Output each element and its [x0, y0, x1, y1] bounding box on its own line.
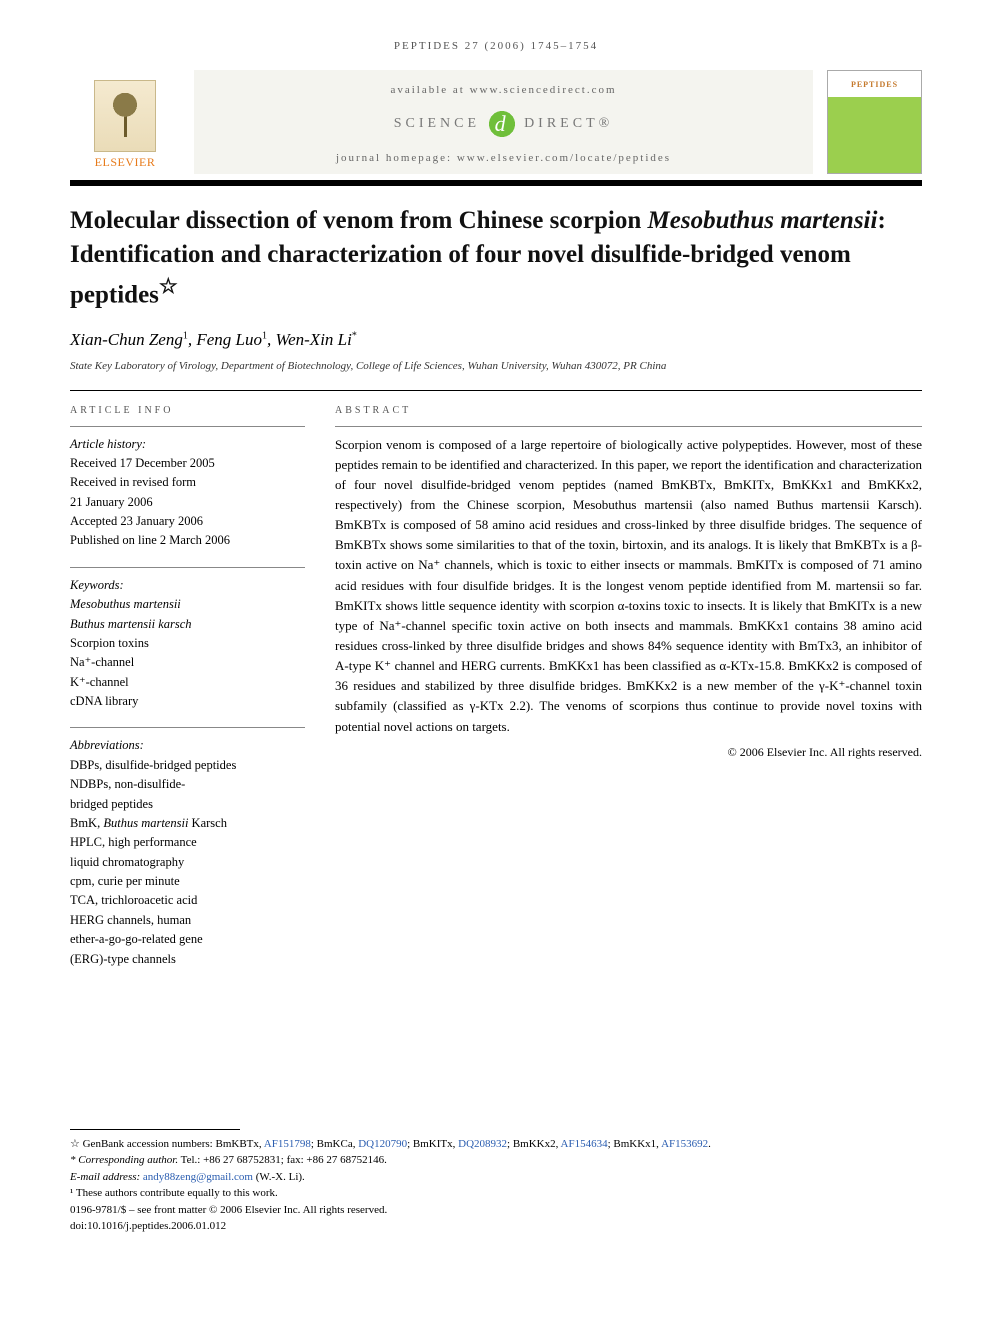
- keyword-1: Mesobuthus martensii: [70, 595, 305, 614]
- abbr-4-pre: BmK,: [70, 816, 103, 830]
- published-date: Published on line 2 March 2006: [70, 531, 305, 550]
- journal-cover-thumbnail: PEPTIDES: [827, 70, 922, 174]
- article-title: Molecular dissection of venom from Chine…: [70, 204, 922, 312]
- author-2-sup: 1: [262, 330, 267, 341]
- masthead-center: available at www.sciencedirect.com SCIEN…: [194, 70, 813, 174]
- abbr-10: ether-a-go-go-related gene: [70, 930, 305, 949]
- abstract-body: Scorpion venom is composed of a large re…: [335, 435, 922, 737]
- author-3: Wen-Xin Li: [276, 330, 352, 349]
- corr-tel: Tel.: +86 27 68752831; fax: +86 27 68752…: [178, 1154, 387, 1166]
- corresponding-author-footnote: * Corresponding author. Tel.: +86 27 687…: [70, 1152, 922, 1169]
- title-species: Mesobuthus martensii: [648, 207, 878, 234]
- abbr-9: HERG channels, human: [70, 911, 305, 930]
- title-footnote-marker: ☆: [159, 274, 178, 298]
- journal-homepage: journal homepage: www.elsevier.com/locat…: [336, 152, 671, 164]
- received-date: Received 17 December 2005: [70, 454, 305, 473]
- revised-line1: Received in revised form: [70, 473, 305, 492]
- accession-link-3[interactable]: DQ208932: [458, 1138, 507, 1150]
- abbr-rule: [70, 727, 305, 728]
- fn-sep2: ; BmKITx,: [407, 1138, 458, 1150]
- fn-sep4: ; BmKKx1,: [608, 1138, 661, 1150]
- keyword-6: cDNA library: [70, 692, 305, 711]
- email-who: (W.-X. Li).: [253, 1171, 305, 1183]
- publisher-logo: ELSEVIER: [70, 70, 180, 174]
- abstract-copyright: © 2006 Elsevier Inc. All rights reserved…: [335, 745, 922, 760]
- issn-line: 0196-9781/$ – see front matter © 2006 El…: [70, 1202, 922, 1219]
- history-label: Article history:: [70, 435, 305, 454]
- revised-line2: 21 January 2006: [70, 493, 305, 512]
- email-label: E-mail address:: [70, 1171, 143, 1183]
- accession-link-2[interactable]: DQ120790: [358, 1138, 407, 1150]
- abstract-heading: ABSTRACT: [335, 405, 922, 416]
- email-footnote: E-mail address: andy88zeng@gmail.com (W.…: [70, 1169, 922, 1186]
- equal-contrib-footnote: ¹ These authors contribute equally to th…: [70, 1185, 922, 1202]
- abbr-4-it: Buthus martensii: [103, 816, 188, 830]
- sd-text-right: DIRECT®: [524, 116, 613, 132]
- two-column-area: ARTICLE INFO Article history: Received 1…: [70, 405, 922, 969]
- running-head: PEPTIDES 27 (2006) 1745–1754: [70, 40, 922, 52]
- abbr-5: HPLC, high performance: [70, 833, 305, 852]
- title-rule: [70, 180, 922, 186]
- author-1-sup: 1: [183, 330, 188, 341]
- journal-cover-body: [828, 97, 921, 173]
- fn-sep1: ; BmKCa,: [311, 1138, 358, 1150]
- info-rule: [70, 426, 305, 427]
- title-prefix: Molecular dissection of venom from Chine…: [70, 207, 648, 234]
- keyword-2: Buthus martensii karsch: [70, 615, 305, 634]
- abbr-3: bridged peptides: [70, 795, 305, 814]
- accepted-date: Accepted 23 January 2006: [70, 512, 305, 531]
- author-3-sup: *: [352, 330, 357, 341]
- elsevier-tree-icon: [94, 80, 156, 152]
- footnote-rule: [70, 1129, 240, 1130]
- author-2: Feng Luo: [196, 330, 262, 349]
- journal-cover-title: PEPTIDES: [828, 71, 921, 97]
- email-link[interactable]: andy88zeng@gmail.com: [143, 1171, 253, 1183]
- keyword-4: Na⁺-channel: [70, 653, 305, 672]
- sciencedirect-logo: SCIENCE d DIRECT®: [394, 108, 614, 140]
- accession-link-1[interactable]: AF151798: [264, 1138, 311, 1150]
- corr-label: * Corresponding author.: [70, 1154, 178, 1166]
- abbr-8: TCA, trichloroacetic acid: [70, 891, 305, 910]
- abbr-1: DBPs, disulfide-bridged peptides: [70, 756, 305, 775]
- sd-swirl-icon: d: [486, 108, 518, 140]
- publisher-name: ELSEVIER: [95, 155, 156, 170]
- kw-rule: [70, 567, 305, 568]
- abbr-label: Abbreviations:: [70, 736, 305, 755]
- abstract-rule: [335, 426, 922, 427]
- available-at-line: available at www.sciencedirect.com: [390, 84, 616, 96]
- abbr-7: cpm, curie per minute: [70, 872, 305, 891]
- abbr-2: NDBPs, non-disulfide-: [70, 775, 305, 794]
- fn-star-pre: ☆ GenBank accession numbers: BmKBTx,: [70, 1138, 264, 1150]
- article-info-heading: ARTICLE INFO: [70, 405, 305, 416]
- author-1: Xian-Chun Zeng: [70, 330, 183, 349]
- article-info-column: ARTICLE INFO Article history: Received 1…: [70, 405, 305, 969]
- footnotes: ☆ GenBank accession numbers: BmKBTx, AF1…: [70, 1129, 922, 1235]
- fn-end: .: [708, 1138, 711, 1150]
- fn-sep3: ; BmKKx2,: [507, 1138, 560, 1150]
- abbreviations-block: Abbreviations: DBPs, disulfide-bridged p…: [70, 736, 305, 969]
- authors-line: Xian-Chun Zeng1, Feng Luo1, Wen-Xin Li*: [70, 330, 922, 350]
- abstract-column: ABSTRACT Scorpion venom is composed of a…: [335, 405, 922, 969]
- abbr-11: (ERG)-type channels: [70, 950, 305, 969]
- abbr-4: BmK, Buthus martensii Karsch: [70, 814, 305, 833]
- affiliation: State Key Laboratory of Virology, Depart…: [70, 360, 922, 372]
- genbank-footnote: ☆ GenBank accession numbers: BmKBTx, AF1…: [70, 1136, 922, 1153]
- masthead: ELSEVIER available at www.sciencedirect.…: [70, 70, 922, 174]
- keyword-3: Scorpion toxins: [70, 634, 305, 653]
- keywords-label: Keywords:: [70, 576, 305, 595]
- article-history: Article history: Received 17 December 20…: [70, 435, 305, 551]
- abbr-4-post: Karsch: [188, 816, 227, 830]
- keyword-5: K⁺-channel: [70, 673, 305, 692]
- doi-line: doi:10.1016/j.peptides.2006.01.012: [70, 1218, 922, 1235]
- sd-text-left: SCIENCE: [394, 116, 480, 132]
- abbr-6: liquid chromatography: [70, 853, 305, 872]
- section-rule: [70, 390, 922, 391]
- accession-link-5[interactable]: AF153692: [661, 1138, 708, 1150]
- accession-link-4[interactable]: AF154634: [561, 1138, 608, 1150]
- keywords-block: Keywords: Mesobuthus martensii Buthus ma…: [70, 576, 305, 712]
